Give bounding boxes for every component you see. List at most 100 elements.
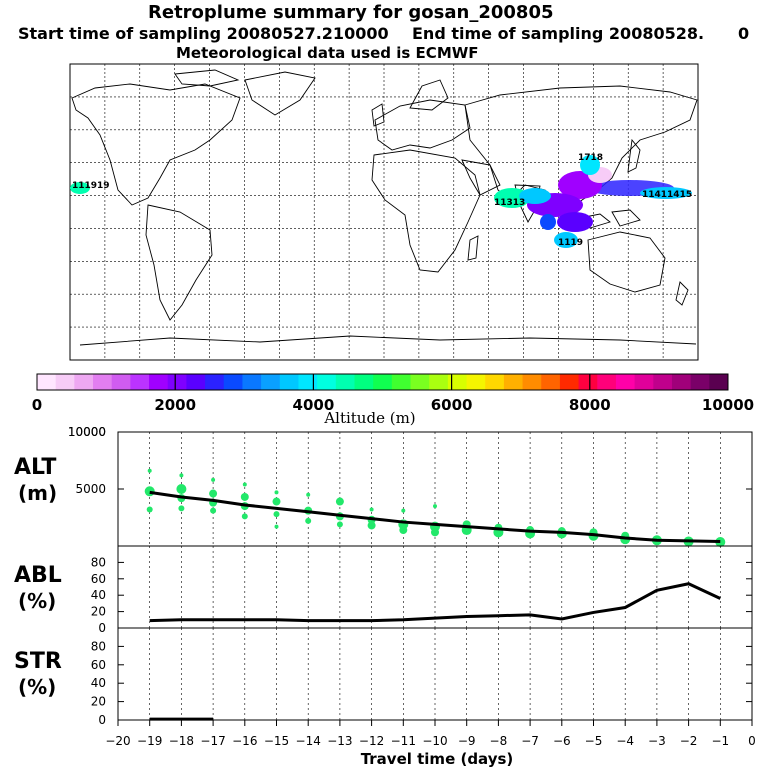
scatter-point [274, 524, 279, 529]
plume-markers: 11411415 11313 111919 1119 1718 [70, 153, 692, 248]
abl-panel-label: ABL [14, 563, 62, 588]
colorbar-cell [541, 374, 561, 390]
scatter-point [715, 537, 726, 548]
plume-label-west: 11313 [494, 198, 525, 208]
end-time-suffix: 0 [738, 24, 750, 43]
x-axis-title: Travel time (days) [361, 750, 514, 768]
plume-label-pacific: 111919 [72, 181, 110, 191]
panel-abl: 0 20 40 60 80 [91, 545, 753, 635]
x-tick-label: −9 [458, 734, 476, 748]
x-tick-label: 0 [748, 734, 756, 748]
scatter-point [367, 521, 376, 530]
scatter-point [431, 528, 439, 537]
scatter-point [146, 506, 153, 513]
scatter-point [209, 489, 218, 498]
scatter-point [242, 482, 247, 487]
met-data-label: Meteorological data used is ECMWF [176, 44, 479, 62]
scatter-point [240, 492, 249, 501]
x-tick-label: −5 [585, 734, 603, 748]
colorbar-cell [522, 374, 542, 390]
y-tick-label: 60 [91, 572, 106, 586]
colorbar-cell [242, 374, 262, 390]
colorbar-tick-label: 0 [32, 396, 42, 414]
scatter-point [306, 492, 311, 497]
plume-label-south: 1119 [558, 238, 583, 248]
scatter-point [336, 521, 343, 528]
y-tick-label: 20 [91, 605, 106, 619]
colorbar-cell [223, 374, 243, 390]
colorbar-cell [149, 374, 169, 390]
scatter-point [369, 507, 374, 512]
scatter-point [241, 513, 248, 520]
y-tick-label: 40 [91, 676, 106, 690]
y-tick-label: 80 [91, 639, 106, 653]
scatter-point [178, 505, 185, 512]
panel-str: 0 20 40 60 80 [91, 627, 753, 727]
y-tick-label: 40 [91, 588, 106, 602]
x-tick-label: −8 [490, 734, 508, 748]
series-line [149, 582, 721, 623]
colorbar-cell [335, 374, 355, 390]
colorbar-cell [485, 374, 505, 390]
y-tick-label: 0 [98, 621, 106, 635]
x-tick-label: −2 [680, 734, 698, 748]
alt-panel-unit: (m) [18, 481, 58, 505]
x-tick-label: −1 [711, 734, 729, 748]
colorbar-cell [205, 374, 225, 390]
scatter-point [147, 468, 152, 473]
x-tick-label: −14 [296, 734, 321, 748]
colorbar-frame [36, 373, 729, 391]
colorbar-cell [503, 374, 524, 390]
colorbar-cell [55, 374, 75, 390]
str-panel-unit: (%) [18, 675, 57, 699]
colorbar-tick-label: 4000 [293, 396, 335, 414]
scatter-point [210, 507, 217, 514]
x-tick-label: −11 [391, 734, 416, 748]
world-map-panel: 11411415 11313 111919 1119 1718 [69, 63, 699, 361]
colorbar-cell [709, 374, 729, 390]
scatter-point [272, 497, 281, 506]
y-tick-label: 80 [91, 555, 106, 569]
end-time-label: End time of sampling 20080528. [412, 24, 705, 43]
colorbar-tick-label: 2000 [154, 396, 196, 414]
x-tick-label: −15 [264, 734, 289, 748]
x-tick-label: −7 [521, 734, 539, 748]
colorbar-cell [186, 374, 206, 390]
colorbar-cell [447, 374, 468, 390]
x-tick-label: −3 [648, 734, 666, 748]
x-tick-label: −18 [169, 734, 194, 748]
colorbar-cell [653, 374, 673, 390]
x-tick-label: −13 [327, 734, 352, 748]
colorbar-cell [354, 374, 374, 390]
x-tick-label: −20 [105, 734, 130, 748]
altitude-colorbar: 0 2000 4000 6000 8000 10000 Altitude (m) [32, 373, 754, 427]
x-axis: −20 −19 −18 −17 −16 −15 −14 −13 −12 −11 −10 −9 −8 −7−… [105, 720, 756, 748]
colorbar-cell [597, 374, 617, 390]
plume-label-east: 11411415 [642, 190, 692, 200]
colorbar-cell [279, 374, 299, 390]
colorbar-tick-label: 8000 [569, 396, 611, 414]
y-tick-label: 10000 [68, 425, 106, 439]
chart-title: Retroplume summary for gosan_200805 [148, 2, 554, 23]
scatter-point [335, 497, 344, 506]
colorbar-ticks: 0 2000 4000 6000 8000 10000 [32, 374, 754, 414]
y-tick-label: 10000 [68, 425, 106, 439]
x-tick-label: −17 [200, 734, 225, 748]
alt-panel-label: ALT [14, 455, 57, 480]
colorbar-tick-label: 10000 [702, 396, 754, 414]
colorbar-tick-label: 6000 [431, 396, 473, 414]
colorbar-cell [615, 374, 636, 390]
series-line [149, 490, 721, 543]
str-panel-label: STR [14, 649, 62, 674]
colorbar-cell [690, 374, 710, 390]
x-tick-label: −12 [359, 734, 384, 748]
y-tick-label: 20 [91, 695, 106, 709]
colorbar-cell [410, 374, 430, 390]
colorbar-cell [373, 374, 393, 390]
y-tick-label: 0 [98, 713, 106, 727]
y-tick-label: 5000 [75, 482, 106, 496]
colorbar-cell [671, 374, 692, 390]
colorbar-cell [391, 374, 412, 390]
